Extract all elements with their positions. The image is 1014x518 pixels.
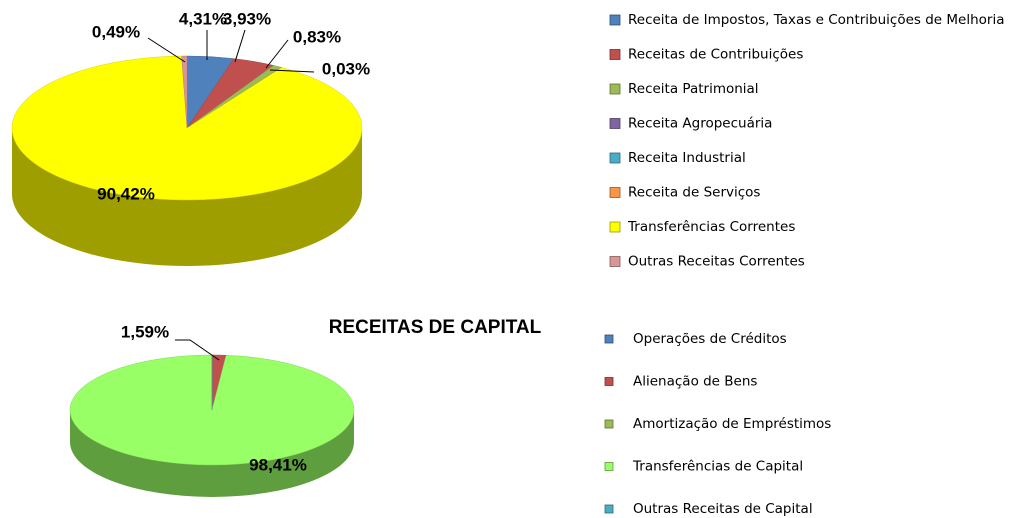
- data-label: 3,93%: [223, 9, 271, 28]
- legend-swatch: [609, 256, 621, 267]
- data-label: 90,42%: [97, 184, 155, 203]
- legend-label: Outras Receitas de Capital: [633, 501, 813, 517]
- leader-line: [147, 37, 186, 63]
- data-label: 4,31%: [179, 9, 227, 28]
- legend-swatch: [609, 118, 621, 129]
- legend-label: Receita de Impostos, Taxas e Contribuiçõ…: [628, 12, 1005, 28]
- legend-swatch: [609, 152, 621, 164]
- legend-swatch: [604, 462, 614, 471]
- legend-swatch: [609, 14, 621, 26]
- data-label: 0,49%: [92, 22, 140, 41]
- legend-label: Receita Agropecuária: [628, 116, 772, 132]
- pie-slice: [11, 55, 363, 201]
- leader-line: [265, 39, 289, 69]
- legend-swatch: [609, 83, 621, 95]
- legend-swatch: [604, 419, 614, 429]
- pie-side: [70, 410, 354, 497]
- legend-swatch: [604, 334, 614, 344]
- legend-swatch: [604, 377, 614, 386]
- chart-title: RECEITAS DE CAPITAL: [329, 317, 542, 338]
- legend-swatch: [604, 504, 614, 514]
- legend-label: Alienação de Bens: [633, 374, 757, 390]
- legend-swatch: [609, 221, 621, 233]
- pie-slice: [181, 55, 188, 129]
- data-label: 1,59%: [121, 322, 169, 341]
- legend-label: Transferências de Capital: [632, 459, 803, 475]
- data-label: 0,03%: [322, 59, 370, 78]
- pie-side: [12, 128, 362, 266]
- leader-line: [234, 29, 246, 63]
- leader-line: [269, 69, 315, 73]
- legend-label: Receita Industrial: [628, 150, 746, 166]
- legend-swatch: [609, 49, 621, 60]
- data-label: 0,83%: [293, 27, 341, 46]
- legend-label: Operações de Créditos: [633, 331, 787, 347]
- data-label: 98,41%: [249, 455, 307, 474]
- legend-swatch: [609, 187, 621, 198]
- legend-label: Amortização de Empréstimos: [633, 416, 831, 432]
- leader-line: [175, 339, 220, 361]
- legend-label: Receita Patrimonial: [628, 81, 759, 97]
- legend-label: Receitas de Contribuições: [628, 47, 803, 63]
- legend-label: Outras Receitas Correntes: [628, 254, 805, 270]
- legend-label: Receita de Serviços: [628, 185, 760, 201]
- legend-label: Transferências Correntes: [627, 219, 795, 235]
